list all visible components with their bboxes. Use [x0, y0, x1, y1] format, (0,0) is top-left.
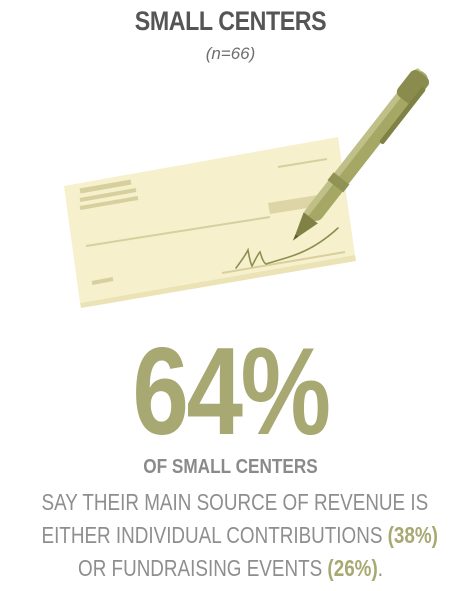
page-title: SMALL CENTERS — [134, 6, 327, 36]
individual-contributions-percentage: (38%) — [387, 522, 438, 548]
sample-size: (n=66) — [205, 44, 256, 63]
pen-icon — [292, 68, 430, 241]
check-icon — [64, 137, 356, 308]
signature-icon — [235, 227, 339, 269]
caption-body: SAY THEIR MAIN SOURCE OF REVENUE IS EITH… — [41, 486, 437, 585]
caption-line-1: SAY THEIR MAIN SOURCE OF REVENUE IS — [41, 489, 429, 515]
headline-percentage: 64% — [132, 323, 331, 461]
caption-line-3-text: OR FUNDRAISING EVENTS — [78, 555, 323, 581]
caption-line-2-text: EITHER INDIVIDUAL CONTRIBUTIONS — [41, 522, 383, 548]
caption-period: . — [377, 555, 383, 581]
caption-lead: OF SMALL CENTERS — [143, 456, 318, 478]
caption-line-2: EITHER INDIVIDUAL CONTRIBUTIONS (38%) — [41, 519, 437, 552]
caption-line-3: OR FUNDRAISING EVENTS (26%). — [41, 552, 419, 585]
check-signing-illustration — [64, 68, 430, 308]
fundraising-events-percentage: (26%) — [327, 555, 378, 581]
